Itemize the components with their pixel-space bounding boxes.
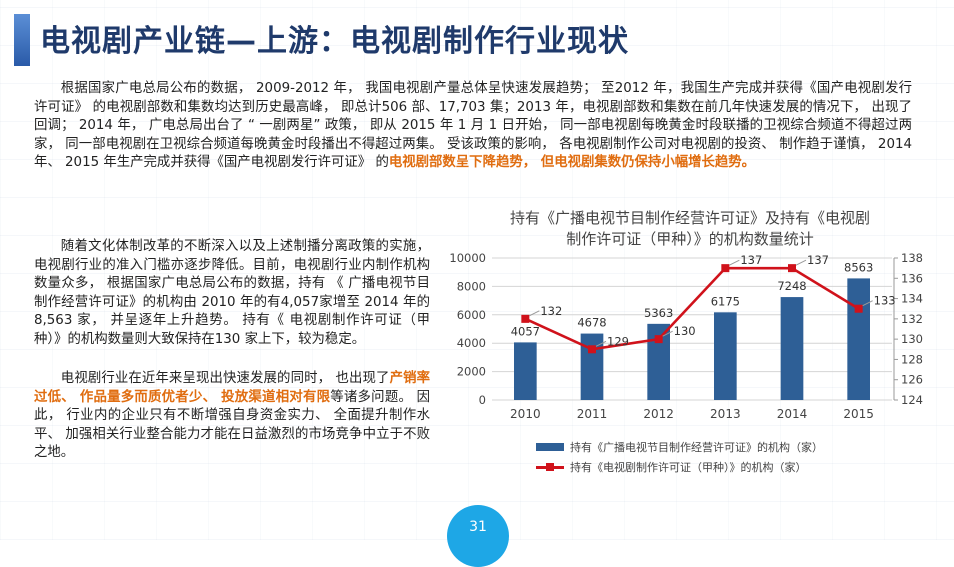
bar-data-label: 8563 xyxy=(844,260,873,274)
paragraph-3: 电视剧行业在近年来呈现出快速发展的同时， 也出现了产销率过低、 作品量多而质优者… xyxy=(34,370,430,463)
y-left-tick-label: 2000 xyxy=(457,365,486,379)
y-left-tick-label: 6000 xyxy=(457,308,486,322)
line-data-label: 132 xyxy=(540,304,562,318)
bar xyxy=(647,323,670,400)
bar-data-label: 6175 xyxy=(711,294,740,308)
line-point xyxy=(588,345,596,354)
bar xyxy=(514,342,537,400)
line-point xyxy=(788,264,796,273)
y-right-tick-label: 126 xyxy=(901,373,923,387)
legend-bar-swatch xyxy=(536,443,564,451)
bar-data-label: 7248 xyxy=(777,279,806,293)
y-left-tick-label: 10000 xyxy=(449,251,486,265)
chart-legend: 持有《广播电视节目制作经营许可证》的机构（家） 持有《电视剧制作许可证（甲种）》… xyxy=(536,437,823,477)
line-data-label: 129 xyxy=(607,334,629,348)
bar xyxy=(714,312,737,400)
x-tick-label: 2010 xyxy=(510,407,541,421)
page-number-badge: 31 xyxy=(447,505,509,567)
line-data-label: 130 xyxy=(674,324,696,338)
line-label-leader xyxy=(595,340,607,347)
paragraph-3-before: 电视剧行业在近年来呈现出快速发展的同时， 也出现了 xyxy=(60,371,390,386)
y-right-tick-label: 128 xyxy=(901,352,923,366)
y-right-tick-label: 132 xyxy=(901,312,923,326)
paragraph-1: 根据国家广电总局公布的数据， 2009-2012 年， 我国电视剧产量总体呈快速… xyxy=(34,80,912,173)
paragraph-3-after: 等诸多问题。 因此， 行业内的企业只有不断增强自身资金实力、 全面提升制作水平、… xyxy=(34,389,430,461)
page-title: 电视剧产业链—上游：电视剧制作行业现状 xyxy=(40,24,629,59)
line-point xyxy=(521,314,530,323)
legend-item-line: 持有《电视剧制作许可证（甲种）》的机构（家） xyxy=(536,457,823,477)
line-series xyxy=(524,266,860,351)
bar xyxy=(847,278,870,400)
y-right-tick-label: 124 xyxy=(901,393,923,407)
bar-data-label: 5363 xyxy=(644,306,673,320)
chart-panel: 持有《广播电视节目制作经营许可证》及持有《电视剧 制作许可证（甲种）》的机构数量… xyxy=(440,200,940,490)
x-tick-label: 2015 xyxy=(843,407,874,421)
legend-line-label: 持有《电视剧制作许可证（甲种）》的机构（家） xyxy=(570,461,807,474)
legend-line-swatch xyxy=(536,462,564,472)
bar xyxy=(580,333,604,400)
x-tick-label: 2013 xyxy=(710,407,741,421)
line-data-label: 133 xyxy=(874,294,896,308)
bar-data-label: 4057 xyxy=(511,324,540,338)
line-label-leader xyxy=(729,259,740,266)
chart-title-line-1: 持有《广播电视节目制作经营许可证》及持有《电视剧 xyxy=(509,209,870,227)
combo-chart: 0 2000 4000 6000 8000 10000 124 126 128 130 132 134… xyxy=(449,251,923,421)
paragraph-3-highlight: 产销率过低、 作品量多而质优者少、 投放渠道相对有限 xyxy=(34,371,431,405)
line-label-leader xyxy=(795,259,807,266)
line-label-leader xyxy=(662,330,673,337)
y-right-tick-label: 136 xyxy=(901,271,923,285)
title-accent-bar xyxy=(14,14,30,66)
paragraph-1-text: 根据国家广电总局公布的数据， 2009-2012 年， 我国电视剧产量总体呈快速… xyxy=(34,81,912,170)
y-right-tick-label: 134 xyxy=(901,292,923,306)
x-tick-label: 2014 xyxy=(777,407,808,421)
y-left-tick-label: 0 xyxy=(479,393,486,407)
line-point xyxy=(854,304,863,313)
line-data-label: 137 xyxy=(740,253,762,267)
chart-title: 持有《广播电视节目制作经营许可证》及持有《电视剧 制作许可证（甲种）》的机构数量… xyxy=(440,208,940,250)
x-tick-label: 2011 xyxy=(577,407,608,421)
bar-data-label: 4678 xyxy=(577,316,606,330)
line-label-leader xyxy=(862,300,873,307)
line-point xyxy=(721,264,730,273)
legend-bar-label: 持有《广播电视节目制作经营许可证》的机构（家） xyxy=(570,441,823,454)
x-tick-label: 2012 xyxy=(643,407,674,421)
paragraph-2: 随着文化体制改革的不断深入以及上述制播分离政策的实施，电视剧行业的准入门槛亦逐步… xyxy=(34,239,430,347)
line-point xyxy=(654,335,663,344)
y-right-tick-label: 138 xyxy=(901,251,923,265)
paragraph-1-highlight: 电视剧部数呈下降趋势， 但电视剧集数仍保持小幅增长趋势。 xyxy=(388,155,756,170)
legend-item-bar: 持有《广播电视节目制作经营许可证》的机构（家） xyxy=(536,437,823,457)
line-data-label: 137 xyxy=(807,253,829,267)
bar xyxy=(780,297,804,400)
y-left-tick-label: 4000 xyxy=(457,336,486,350)
line-label-leader xyxy=(529,310,540,317)
page-number: 31 xyxy=(469,519,487,535)
chart-title-line-2: 制作许可证（甲种）》的机构数量统计 xyxy=(566,230,814,248)
y-left-tick-label: 8000 xyxy=(457,279,486,293)
y-right-tick-label: 130 xyxy=(901,332,923,346)
